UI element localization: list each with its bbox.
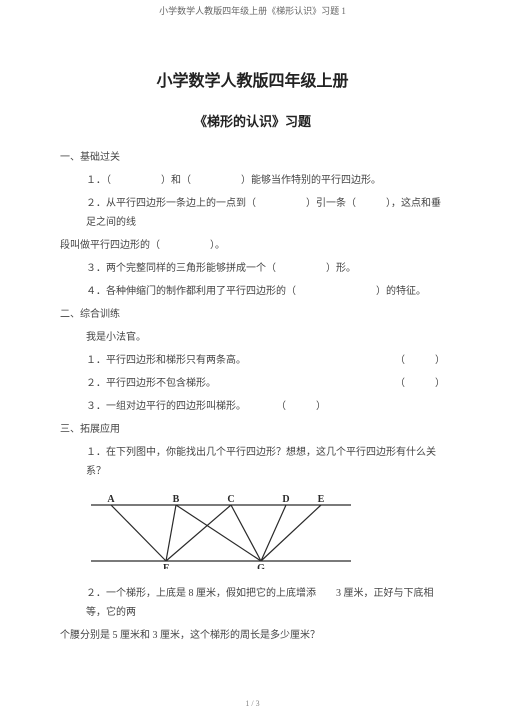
q1-4: ４．各种伸缩门的制作都利用了平行四边形的（ ）的特征。 <box>60 282 445 301</box>
q2-2: ２．平行四边形不包含梯形。 （ ） <box>60 374 445 393</box>
q2-1-paren: （ ） <box>395 351 445 370</box>
section-3-title: 三、拓展应用 <box>60 420 445 435</box>
svg-text:G: G <box>257 563 265 569</box>
q2-2-paren: （ ） <box>395 374 445 393</box>
q2-2-text: ２．平行四边形不包含梯形。 <box>86 378 216 389</box>
page-footer: 1 / 3 <box>0 699 505 708</box>
q1-2b: 段叫做平行四边形的（ ）。 <box>60 236 445 255</box>
q2-3: ３．一组对边平行的四边形叫梯形。 （ ） <box>60 397 445 416</box>
svg-text:F: F <box>163 563 169 569</box>
q2-1-text: １．平行四边形和梯形只有两条高。 <box>86 355 246 366</box>
q2-intro: 我是小法官。 <box>60 328 445 347</box>
svg-text:D: D <box>282 494 289 505</box>
q1-2a: ２．从平行四边形一条边上的一点到（ ）引一条（ ），这点和垂足之间的线 <box>60 194 445 232</box>
main-title: 小学数学人教版四年级上册 <box>60 67 445 91</box>
svg-text:A: A <box>107 494 115 505</box>
q2-1: １．平行四边形和梯形只有两条高。 （ ） <box>60 351 445 370</box>
q3-1: １．在下列图中，你能找出几个平行四边形？想想，这几个平行四边形有什么关系？ <box>60 443 445 481</box>
section-1-title: 一、基础过关 <box>60 148 445 163</box>
q3-2b: 个腰分别是 5 厘米和 3 厘米，这个梯形的周长是多少厘米？ <box>60 626 445 645</box>
section-2-title: 二、综合训练 <box>60 305 445 320</box>
q3-2a: ２．一个梯形，上底是 8 厘米，假如把它的上底增添 3 厘米，正好与下底相等，它… <box>60 584 445 622</box>
page-header: 小学数学人教版四年级上册《梯形认识》习题 1 <box>60 4 445 17</box>
q1-1: １．（ ）和（ ）能够当作特别的平行四边形。 <box>60 171 445 190</box>
q1-3: ３．两个完整同样的三角形能够拼成一个（ ）形。 <box>60 259 445 278</box>
sub-title: 《梯形的认识》习题 <box>60 111 445 130</box>
svg-text:B: B <box>173 494 180 505</box>
svg-text:C: C <box>227 494 234 505</box>
svg-text:E: E <box>318 494 325 505</box>
parallelogram-diagram: A B C D E F G <box>86 491 356 569</box>
